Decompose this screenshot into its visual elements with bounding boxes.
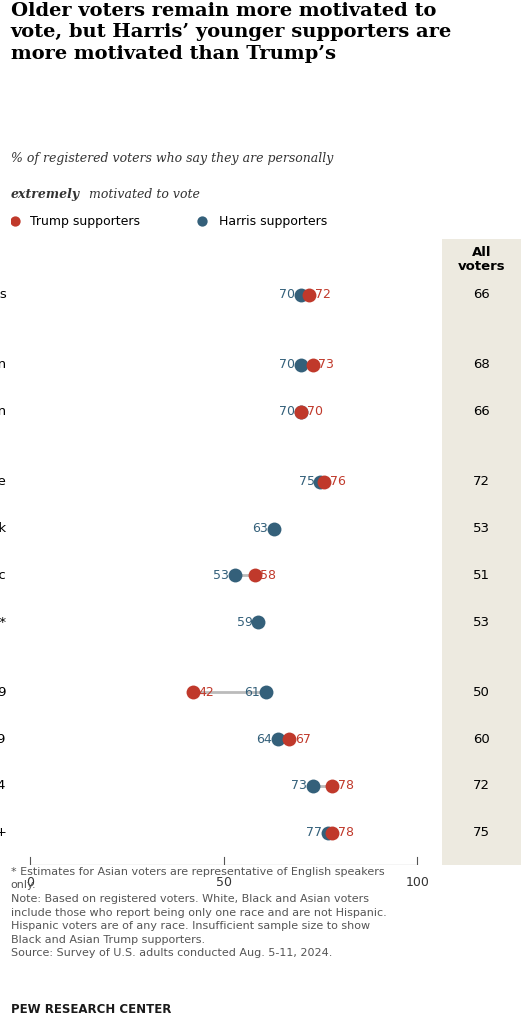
Text: 70: 70 (307, 406, 323, 418)
Text: Trump supporters: Trump supporters (29, 215, 140, 227)
Text: 76: 76 (330, 475, 346, 488)
Point (305, 287, 313, 303)
Text: 58: 58 (260, 568, 276, 582)
Point (328, 824, 336, 841)
Text: 100: 100 (405, 876, 429, 889)
Text: 75: 75 (299, 475, 315, 488)
Text: 66: 66 (473, 406, 490, 418)
Text: 53: 53 (473, 615, 490, 629)
Text: 75: 75 (473, 826, 490, 839)
Text: 72: 72 (473, 779, 490, 793)
Point (297, 356, 305, 373)
Point (270, 520, 278, 537)
Text: motivated to vote: motivated to vote (85, 187, 200, 201)
Text: 73: 73 (291, 779, 307, 793)
Text: 66: 66 (473, 288, 490, 301)
Text: 51: 51 (473, 568, 490, 582)
Point (274, 731, 282, 748)
Point (11, 213, 19, 229)
Text: Ages 18-29: Ages 18-29 (0, 686, 7, 698)
Point (324, 824, 332, 841)
Text: 60: 60 (473, 732, 490, 745)
Text: 70: 70 (279, 406, 295, 418)
Text: extremely: extremely (11, 187, 79, 201)
Text: * Estimates for Asian voters are representative of English speakers
only.
Note: : * Estimates for Asian voters are represe… (11, 867, 386, 958)
Text: 53: 53 (473, 522, 490, 536)
Point (308, 356, 317, 373)
Text: 50-64: 50-64 (0, 779, 7, 793)
Text: All voters: All voters (0, 288, 7, 301)
Point (262, 684, 270, 700)
Text: Harris supporters: Harris supporters (219, 215, 328, 227)
Point (297, 403, 305, 420)
Point (316, 473, 325, 489)
Text: 59: 59 (237, 615, 252, 629)
Text: 78: 78 (338, 826, 354, 839)
Text: 42: 42 (198, 686, 214, 698)
Text: 70: 70 (279, 358, 295, 372)
Text: PEW RESEARCH CENTER: PEW RESEARCH CENTER (11, 1004, 171, 1016)
Point (285, 731, 294, 748)
Text: 50: 50 (216, 876, 231, 889)
Point (231, 567, 239, 584)
Text: 53: 53 (214, 568, 229, 582)
Text: 73: 73 (318, 358, 335, 372)
Text: % of registered voters who say they are personally: % of registered voters who say they are … (11, 152, 333, 165)
Point (250, 567, 259, 584)
Text: Older voters remain more motivated to
vote, but Harris’ younger supporters are
m: Older voters remain more motivated to vo… (11, 2, 452, 63)
Text: 65+: 65+ (0, 826, 7, 839)
Point (297, 287, 305, 303)
Text: 63: 63 (252, 522, 268, 536)
Text: 64: 64 (256, 732, 272, 745)
Text: 72: 72 (315, 288, 330, 301)
Text: Women: Women (0, 406, 7, 418)
Text: 30-49: 30-49 (0, 732, 7, 745)
Text: White: White (0, 475, 7, 488)
Text: 61: 61 (245, 686, 260, 698)
Point (297, 403, 305, 420)
Point (320, 473, 328, 489)
Text: Asian*: Asian* (0, 615, 7, 629)
Text: 68: 68 (473, 358, 490, 372)
Text: Black: Black (0, 522, 7, 536)
Point (308, 777, 317, 794)
Text: Men: Men (0, 358, 7, 372)
Text: 78: 78 (338, 779, 354, 793)
Text: 77: 77 (306, 826, 322, 839)
Text: 70: 70 (279, 288, 295, 301)
Point (328, 777, 336, 794)
Text: Hispanic: Hispanic (0, 568, 7, 582)
Text: 67: 67 (295, 732, 311, 745)
Text: 0: 0 (26, 876, 34, 889)
Text: 72: 72 (473, 475, 490, 488)
Point (188, 684, 197, 700)
Point (254, 614, 262, 631)
Point (198, 213, 206, 229)
Text: All
voters: All voters (458, 246, 505, 272)
Text: 50: 50 (473, 686, 490, 698)
